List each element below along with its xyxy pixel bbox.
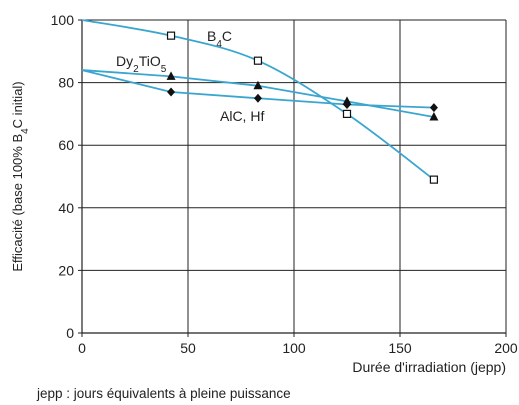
series-label-part: 5 bbox=[161, 64, 167, 75]
x-tick-labels: 0 50 100 150 200 bbox=[78, 340, 518, 356]
series-markers bbox=[166, 31, 439, 184]
footnote: jepp : jours équivalents à pleine puissa… bbox=[37, 386, 291, 401]
data-point-0-2 bbox=[253, 56, 263, 65]
y-tick-label-80: 80 bbox=[58, 75, 74, 91]
data-point-2-1 bbox=[167, 87, 176, 97]
y-axis-label-part: C initial) bbox=[10, 81, 25, 128]
y-tick-label-40: 40 bbox=[58, 200, 74, 216]
series-label-part: C bbox=[222, 28, 232, 44]
series-label-part: 4 bbox=[216, 39, 222, 50]
data-point-1-2 bbox=[253, 80, 263, 90]
y-tick-labels: 0 20 40 60 80 100 bbox=[51, 12, 75, 341]
y-tick-label-20: 20 bbox=[58, 262, 74, 278]
grid bbox=[82, 19, 507, 333]
y-tick-label-100: 100 bbox=[51, 12, 75, 28]
series-label-part: AlC, Hf bbox=[220, 108, 264, 124]
data-point-2-4 bbox=[429, 103, 438, 113]
data-point-1-1 bbox=[166, 71, 176, 80]
y-tick-label-60: 60 bbox=[58, 137, 74, 153]
y-axis-label-part: Efficacité (base 100% B bbox=[10, 134, 25, 272]
data-point-1-4 bbox=[429, 112, 439, 121]
data-point-2-3 bbox=[343, 100, 351, 110]
x-tick-label-50: 50 bbox=[180, 340, 196, 356]
series-label-part: B bbox=[207, 28, 216, 44]
y-tick-label-0: 0 bbox=[66, 325, 74, 341]
series-labels: B4C Dy2TiO5 AlC, Hf bbox=[116, 28, 264, 124]
x-tick-label-200: 200 bbox=[494, 340, 518, 356]
data-point-0-1 bbox=[166, 31, 176, 40]
axes bbox=[78, 19, 507, 337]
series-label-part: Dy bbox=[116, 53, 133, 69]
x-axis-label: Durée d'irradiation (jepp) bbox=[352, 359, 506, 375]
x-tick-label-100: 100 bbox=[282, 340, 306, 356]
x-tick-label-150: 150 bbox=[388, 340, 412, 356]
series-label-part: TiO bbox=[139, 53, 161, 69]
series-label-1: Dy2TiO5 bbox=[116, 53, 167, 75]
series-label-0: B4C bbox=[207, 28, 232, 50]
data-point-2-2 bbox=[253, 93, 262, 103]
x-tick-label-0: 0 bbox=[78, 340, 86, 356]
y-axis-label: Efficacité (base 100% B4C initial) bbox=[10, 81, 31, 271]
series-label-part: 2 bbox=[133, 64, 139, 75]
series-label-2: AlC, Hf bbox=[220, 108, 264, 124]
data-point-0-4 bbox=[429, 175, 439, 184]
y-axis-label-part: 4 bbox=[20, 128, 31, 134]
data-point-0-3 bbox=[342, 109, 352, 119]
